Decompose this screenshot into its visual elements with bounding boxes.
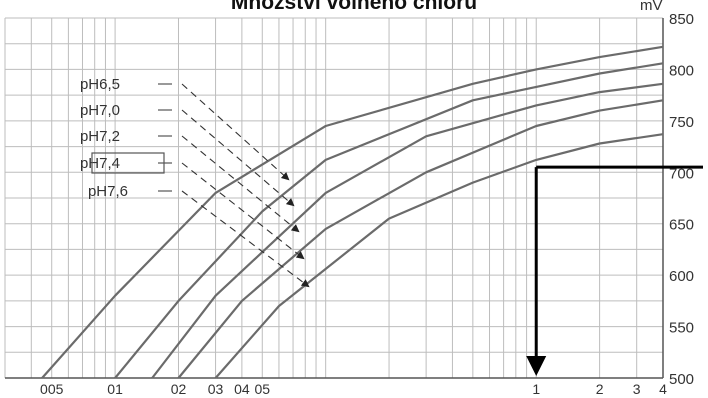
y-tick-label: 550 (669, 320, 694, 337)
series-label: pH7,4 (80, 155, 120, 172)
label-arrow (181, 162, 305, 260)
label-arrow (181, 83, 290, 181)
series-label: pH6,5 (80, 76, 120, 93)
x-tick-label: 1 (532, 381, 540, 397)
series-line (114, 62, 664, 379)
label-arrow (181, 135, 300, 233)
y-tick-label: 700 (669, 165, 694, 182)
series-line (214, 133, 664, 379)
x-tick-label: 03 (208, 381, 224, 397)
x-tick-label: 2 (596, 381, 604, 397)
x-tick-label: 01 (107, 381, 123, 397)
series-line (151, 82, 664, 379)
label-arrow (181, 190, 310, 288)
x-tick-label: 005 (40, 381, 64, 397)
y-tick-label: 500 (669, 371, 694, 388)
label-arrow (181, 109, 295, 207)
y-tick-label: 650 (669, 217, 694, 234)
y-tick-label: 850 (669, 11, 694, 28)
x-tick-label: 02 (171, 381, 187, 397)
series-line (41, 45, 664, 379)
x-tick-label: 4 (659, 381, 667, 397)
series-label: pH7,6 (88, 183, 128, 200)
guide-arrowhead (526, 356, 547, 376)
y-axis-label: mV (640, 0, 663, 14)
series-line (177, 99, 664, 379)
chart-title: Množství volného chloru (230, 0, 478, 14)
series-label: pH7,0 (80, 102, 120, 119)
x-tick-label: 04 (234, 381, 250, 397)
series-label: pH7,2 (80, 128, 120, 145)
x-tick-label: 05 (254, 381, 270, 397)
y-tick-label: 750 (669, 114, 694, 131)
x-tick-label: 3 (633, 381, 641, 397)
y-tick-label: 600 (669, 268, 694, 285)
y-tick-label: 800 (669, 62, 694, 79)
